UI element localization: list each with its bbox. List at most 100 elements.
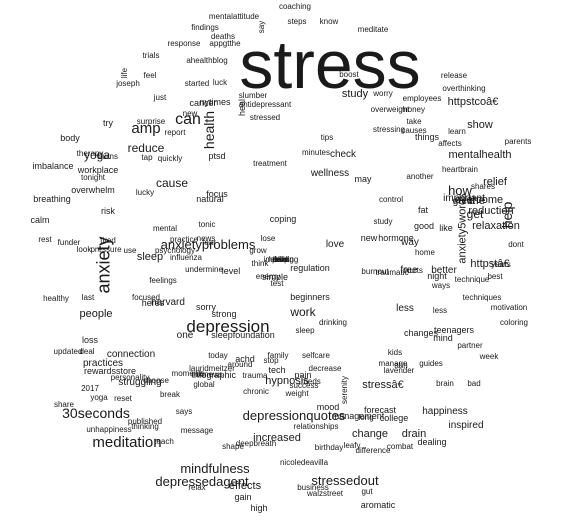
word-nicoledeavilla: nicoledeavilla [279, 458, 329, 467]
word-lose: lose [260, 234, 276, 243]
word-effects: effects [228, 479, 262, 492]
word-nbcnews: nbcnews [191, 370, 223, 379]
word-new: new [182, 109, 198, 118]
word-check: check [329, 149, 357, 160]
word-stress: stressâ€ [362, 378, 404, 391]
word-practices: practices [82, 358, 123, 369]
word-break: break [159, 390, 180, 399]
word-stress: stress [239, 27, 421, 103]
word-life: life [119, 67, 129, 79]
word-decrease: decrease [308, 364, 342, 373]
word-business: business [297, 483, 329, 492]
word-coloring: coloring [499, 318, 528, 327]
word-good: good [413, 220, 435, 231]
word-pressure: pressure [90, 245, 122, 254]
word-guides: guides [419, 359, 443, 368]
word-30seconds: 30seconds [62, 405, 130, 421]
word-risk: risk [101, 205, 115, 216]
word-test: test [270, 279, 284, 288]
word-httpstco: httpstcoâ€ [447, 95, 499, 108]
word-control: control [378, 195, 403, 204]
word-pain: pain [294, 369, 312, 380]
word-ways: ways [431, 281, 451, 290]
word-burnout: burnout [361, 267, 389, 276]
word-anxietyproblems: anxietyproblems [160, 236, 256, 252]
word-stressed: stressed [249, 113, 281, 122]
word-best: best [487, 272, 503, 281]
word-sleep: sleep [136, 250, 164, 263]
word-hurts: hurts [405, 266, 423, 275]
word-take: take [406, 117, 422, 126]
word-kids: kids [387, 348, 403, 357]
word-relief: relief [483, 175, 507, 188]
word-share: share [53, 400, 74, 409]
word-funder: funder [57, 238, 81, 247]
word-focus: focus [206, 188, 228, 199]
word-lauridmeitzer: lauridmeitzer [189, 364, 235, 373]
word-tonic: tonic [198, 220, 216, 229]
word-simple: simple [261, 271, 288, 282]
word-mentalattitude: mentalattitude [208, 12, 260, 21]
word-stressedout: stressedout [311, 472, 379, 488]
word-worry: worry [373, 89, 393, 98]
word-free: free [400, 265, 418, 276]
word-drain: drain [401, 427, 427, 440]
word-2017: 2017 [81, 384, 99, 393]
word-joseph: joseph [116, 79, 140, 88]
word-dealing: dealing [417, 436, 447, 447]
word-teenagers: teenagers [433, 324, 475, 335]
word-study: study [373, 217, 393, 226]
word-mood: mood [316, 401, 340, 412]
word-feelings: feelings [149, 276, 177, 285]
word-stop: stop [263, 356, 279, 365]
word-overwhelm: overwhelm [71, 184, 115, 195]
word-things: things [414, 131, 440, 142]
word-chronic: chronic [243, 387, 269, 396]
word-think: think [251, 259, 269, 268]
word-gain: gain [234, 491, 252, 502]
word-tips: tips [320, 133, 334, 142]
word-lavender: lavender [383, 366, 415, 375]
word-improving: improving [263, 255, 299, 264]
word-techniques: techniques [462, 293, 502, 302]
word-change: change [351, 427, 389, 440]
word-aromatic: aromatic [360, 499, 396, 510]
word-leafy: leafy [343, 441, 361, 450]
word-meditation: meditation [92, 433, 162, 451]
word-healthy: healthy [43, 294, 69, 303]
word-ahh: ahh [394, 361, 408, 370]
word-causes: causes [401, 126, 427, 135]
word-findings: findings [191, 23, 219, 32]
word-reduce: reduce [127, 141, 165, 155]
word-get: get [466, 207, 484, 221]
word-shape: shape [222, 442, 244, 451]
word-drinking: drinking [318, 318, 347, 327]
word-imbalance: imbalance [32, 160, 74, 171]
word-regulation: regulation [290, 262, 330, 273]
word-meds: meds [301, 377, 321, 386]
word-forecast: forecast [363, 404, 396, 415]
word-message: message [180, 426, 214, 435]
word-heres: heres [141, 297, 165, 308]
word-selfcare: selfcare [301, 351, 330, 360]
word-mentalhealth: mentalhealth [448, 148, 512, 161]
word-shares: shares [470, 182, 495, 191]
word-learn: learn [448, 127, 466, 136]
word-around: around [227, 360, 253, 369]
word-employees: employees [402, 94, 442, 103]
word-gut: gut [361, 487, 373, 496]
word-trauma: trauma [242, 371, 268, 380]
word-tap: tap [141, 153, 153, 162]
word-body: body [60, 132, 80, 143]
word-workplace: workplace [77, 164, 119, 175]
word-infographic: infographic [191, 369, 237, 380]
word-stressing: stressing [372, 125, 405, 134]
word-boost: boost [339, 70, 359, 79]
word-choose: choose [143, 376, 169, 385]
word-practice: practice [169, 235, 198, 244]
word-published: published [127, 417, 163, 426]
word-can: can [175, 111, 201, 128]
word-ptsd: ptsd [208, 150, 226, 161]
word-personality: personality [110, 373, 150, 382]
word-quickly: quickly [157, 154, 183, 163]
